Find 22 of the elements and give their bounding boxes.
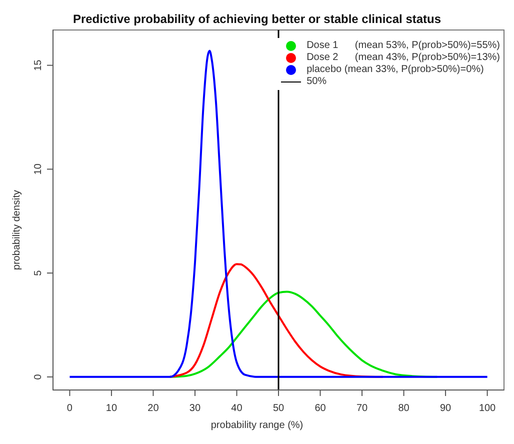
x-tick-label: 10 [106, 403, 118, 414]
legend-label: placebo (mean 33%, P(prob>50%)=0%) [306, 64, 484, 76]
y-tick-label: 0 [33, 374, 44, 380]
legend-label: Dose 1 (mean 53%, P(prob>50%)=55%) [306, 40, 500, 52]
chart-title: Predictive probability of achieving better or stable clinical status [72, 12, 442, 26]
x-tick-label: 40 [231, 403, 243, 414]
x-tick-label: 100 [478, 403, 496, 414]
x-tick-label: 0 [66, 403, 73, 414]
y-tick-label: 5 [33, 270, 44, 276]
y-tick-label: 15 [33, 59, 44, 71]
x-tick-label: 50 [272, 403, 284, 414]
legend-label: Dose 2 (mean 43%, P(prob>50%)=13%) [306, 52, 500, 64]
x-tick-label: 70 [356, 403, 368, 414]
y-axis-title: probability density [12, 190, 22, 270]
ref-line-label: 50% [306, 76, 327, 88]
x-tick-label: 30 [189, 403, 201, 414]
x-tick-label: 20 [148, 403, 160, 414]
x-axis-title: probability range (%) [210, 420, 304, 431]
y-tick-label: 10 [33, 163, 44, 175]
x-tick-label: 80 [398, 403, 410, 414]
x-tick-label: 90 [440, 403, 452, 414]
x-tick-label: 60 [314, 403, 326, 414]
